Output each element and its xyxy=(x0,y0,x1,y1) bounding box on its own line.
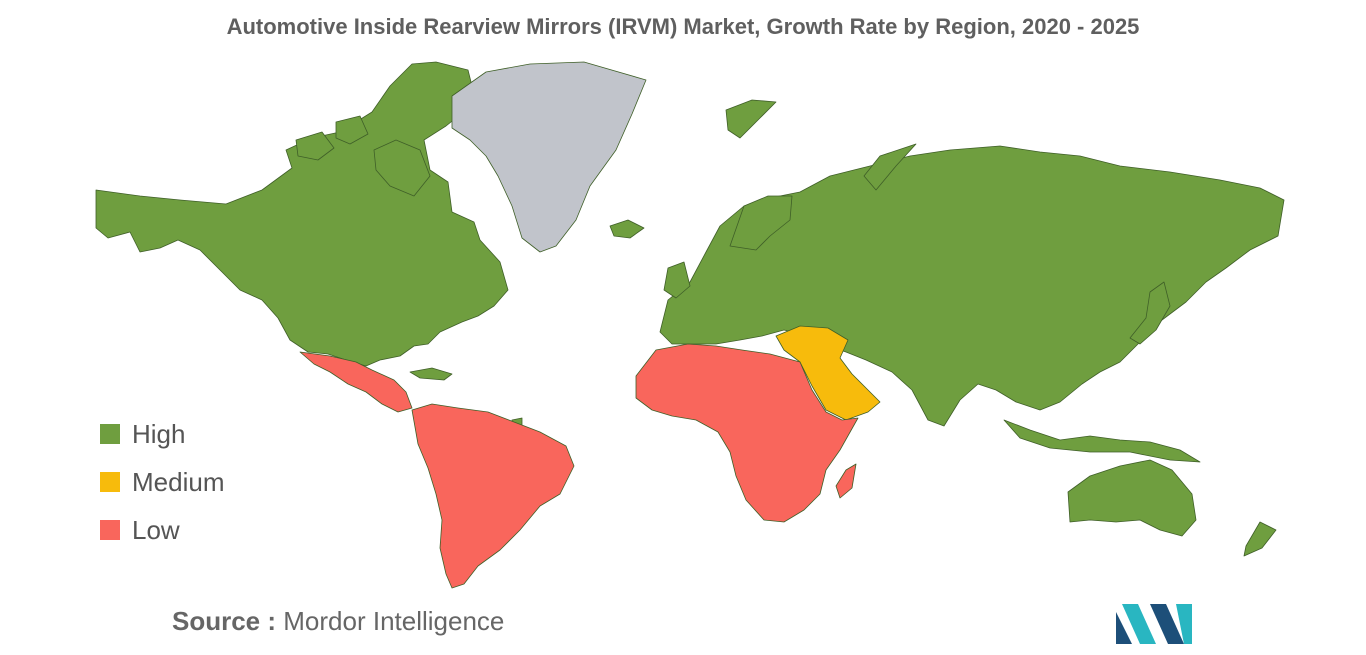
madagascar-shape xyxy=(835,463,857,499)
middle-east-shape xyxy=(775,325,881,421)
legend-swatch-low xyxy=(100,520,120,540)
japan-shape xyxy=(1129,281,1171,345)
legend-label-high: High xyxy=(132,418,186,449)
north-america-shape xyxy=(95,61,509,367)
source-key: Source : xyxy=(172,606,277,636)
legend-item-high: High xyxy=(100,410,224,458)
arctic-island-b xyxy=(335,115,369,145)
australia-shape xyxy=(1067,459,1197,537)
iceland-shape xyxy=(609,219,645,239)
legend-label-medium: Medium xyxy=(132,466,225,497)
scandinavia-shape xyxy=(729,195,793,251)
uk-shape xyxy=(663,261,691,299)
legend: High Medium Low xyxy=(100,410,224,554)
cuba-shape xyxy=(409,367,453,381)
legend-swatch-high xyxy=(100,424,120,444)
region-africa xyxy=(635,343,859,523)
legend-label-low: Low xyxy=(132,514,180,545)
new-zealand-shape xyxy=(1243,521,1277,557)
legend-swatch-medium xyxy=(100,472,120,492)
greenland-shape xyxy=(451,61,647,253)
novaya-zemlya-shape xyxy=(863,143,917,191)
svalbard-shape xyxy=(725,99,777,139)
arctic-island-a xyxy=(295,131,335,161)
legend-item-medium: Medium xyxy=(100,458,224,506)
legend-item-low: Low xyxy=(100,506,224,554)
source-note: Source : Mordor Intelligence xyxy=(172,606,504,637)
chart-title: Automotive Inside Rearview Mirrors (IRVM… xyxy=(226,14,1140,39)
south-america-shape xyxy=(411,403,575,589)
mordor-logo-icon xyxy=(1116,604,1192,644)
region-europe-asia xyxy=(609,99,1285,557)
region-latin-america xyxy=(299,351,575,589)
southeast-asia-islands xyxy=(1003,419,1201,463)
africa-shape xyxy=(635,343,859,523)
baffin-island-shape xyxy=(373,139,431,197)
region-north-america xyxy=(95,61,523,431)
mexico-shape xyxy=(299,351,413,413)
source-value: Mordor Intelligence xyxy=(283,606,505,636)
